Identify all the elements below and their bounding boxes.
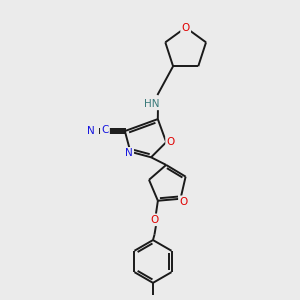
Text: N: N <box>86 126 94 136</box>
Text: O: O <box>150 215 159 225</box>
Text: C: C <box>101 125 109 136</box>
Text: O: O <box>167 137 175 147</box>
Text: HN: HN <box>144 99 159 109</box>
Text: O: O <box>182 22 190 32</box>
Text: O: O <box>179 197 188 207</box>
Text: N: N <box>125 148 133 158</box>
